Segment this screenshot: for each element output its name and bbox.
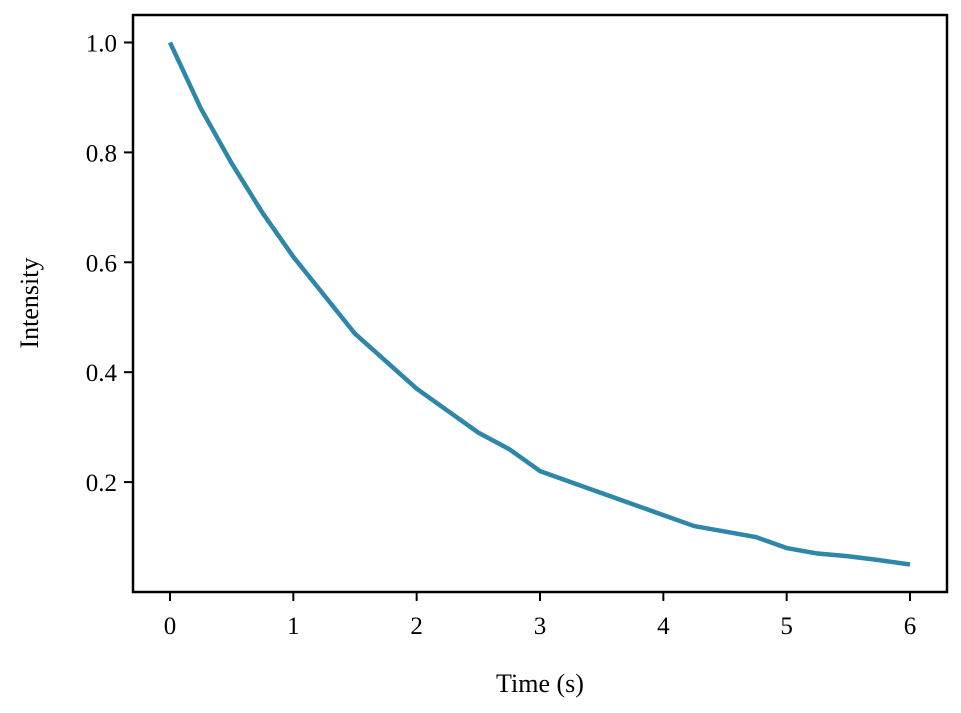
y-tick-label: 0.4 — [86, 360, 118, 387]
x-tick-label: 0 — [164, 613, 177, 640]
series-line — [167, 41, 911, 567]
y-tick-label: 0.6 — [86, 250, 117, 277]
plot-background — [133, 15, 947, 592]
series-layer — [167, 41, 911, 567]
x-tick-label: 6 — [904, 613, 917, 640]
x-tick-label: 5 — [780, 613, 793, 640]
plot-frame — [131, 13, 949, 594]
y-axis-label: Intensity — [15, 258, 44, 349]
x-axis-ticks: 0 1 2 3 4 5 6 — [164, 592, 917, 640]
x-tick-label: 2 — [410, 613, 423, 640]
x-tick-label: 3 — [534, 613, 547, 640]
y-tick-label: 0.8 — [86, 140, 117, 167]
y-axis-ticks: 0.2 0.4 0.6 0.8 1.0 — [86, 30, 133, 497]
x-tick-label: 1 — [287, 613, 300, 640]
y-tick-label: 0.2 — [86, 470, 117, 497]
y-tick-label: 1.0 — [86, 30, 117, 57]
x-tick-label: 4 — [657, 613, 670, 640]
x-axis-label: Time (s) — [496, 669, 584, 698]
